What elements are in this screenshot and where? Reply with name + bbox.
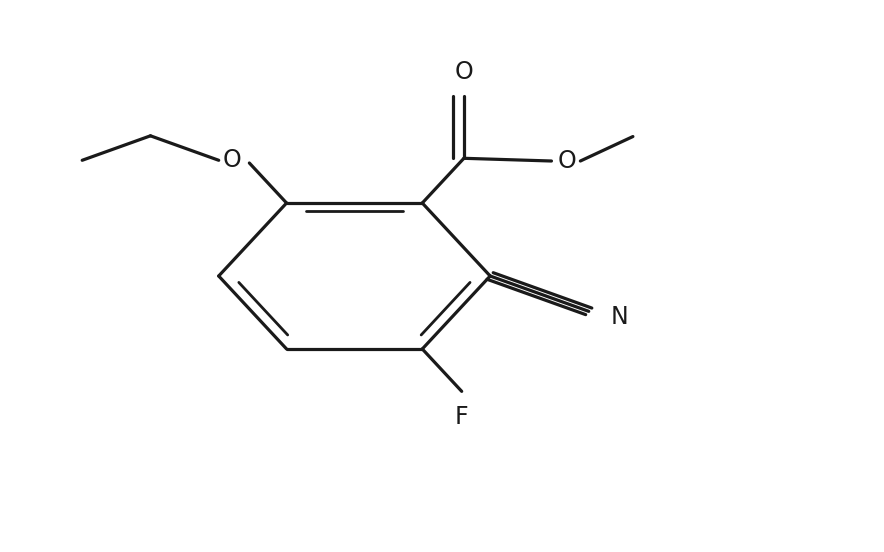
Text: O: O [223,148,241,172]
Text: F: F [455,405,469,429]
Text: O: O [558,149,576,173]
Text: N: N [611,305,629,329]
Text: O: O [454,60,473,84]
